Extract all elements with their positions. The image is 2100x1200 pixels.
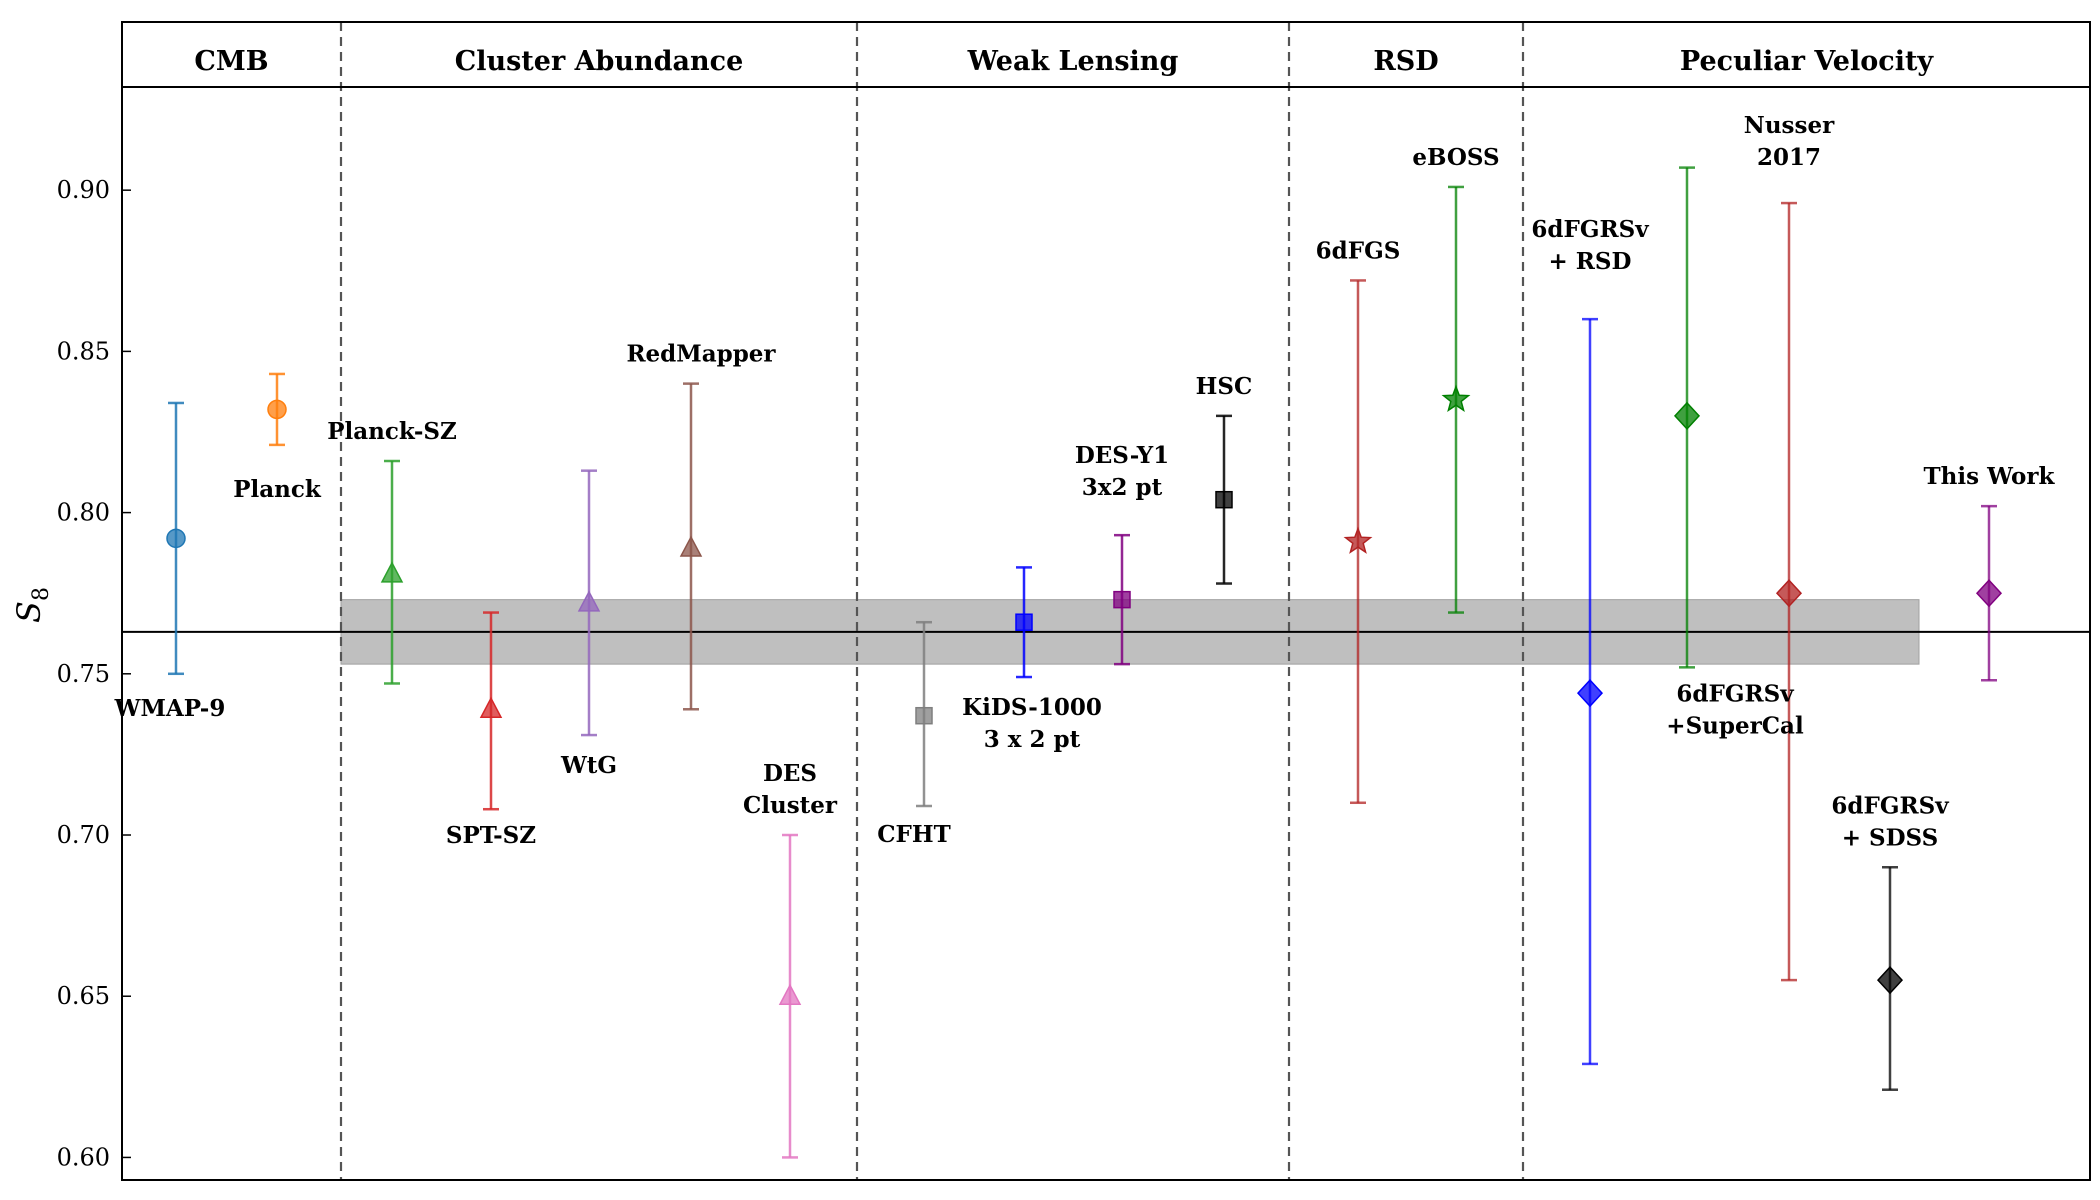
y-tick-label: 0.60: [57, 1143, 110, 1171]
point-label: RedMapper: [626, 341, 776, 368]
section-label: RSD: [1373, 46, 1438, 77]
data-point: [380, 459, 404, 685]
data-point: [267, 372, 287, 447]
point-label: HSC: [1196, 373, 1253, 400]
point-label: 3 x 2 pt: [984, 726, 1081, 753]
section-label: Cluster Abundance: [455, 46, 744, 77]
data-point: [166, 401, 186, 676]
y-tick-label: 0.75: [57, 660, 110, 688]
data-point: [1343, 279, 1373, 805]
point-labels-layer: WMAP-9 Planck Planck-SZ SPT-SZ WtG RedMapper D…: [114, 112, 2056, 851]
point-label: 6dFGRSv: [1676, 680, 1794, 707]
point-marker: [1015, 613, 1033, 631]
reference-band-layer: [122, 599, 2090, 665]
point-marker: [915, 706, 933, 725]
point-label: DES-Y1: [1075, 442, 1169, 469]
y-tick-label: 0.85: [57, 337, 110, 365]
point-label: Planck: [233, 476, 322, 503]
data-point: [915, 620, 933, 808]
point-label: 6dFGRSv: [1531, 216, 1649, 243]
data-point: [479, 611, 503, 811]
point-marker: [1343, 526, 1373, 554]
point-label: DES: [763, 760, 817, 787]
data-point: [1876, 866, 1904, 1091]
point-label: Planck-SZ: [327, 418, 457, 445]
point-label: Cluster: [743, 792, 838, 819]
point-marker: [267, 399, 287, 420]
point-label: 3x2 pt: [1082, 474, 1163, 501]
point-label: 6dFGRSv: [1831, 792, 1949, 819]
data-point: [577, 469, 601, 737]
data-point: [1673, 166, 1701, 669]
data-point: [679, 382, 703, 711]
point-marker: [1441, 384, 1471, 413]
point-label: + SDSS: [1842, 824, 1939, 851]
data-point: [1113, 533, 1131, 666]
y-axis-label-main: S: [10, 601, 48, 623]
point-label: This Work: [1924, 463, 2056, 490]
point-marker: [479, 696, 503, 719]
point-label: + RSD: [1549, 248, 1632, 275]
point-marker: [166, 528, 186, 549]
y-tick-label: 0.90: [57, 176, 110, 204]
point-marker: [1576, 679, 1604, 708]
y-tick-label: 0.80: [57, 499, 110, 527]
y-tick-label: 0.70: [57, 821, 110, 849]
point-label: Nusser: [1744, 112, 1835, 139]
point-marker: [1876, 965, 1904, 995]
data-point: [1576, 317, 1604, 1066]
data-point: [778, 833, 802, 1159]
point-marker: [778, 983, 802, 1005]
data-point: [1975, 504, 2003, 682]
section-label: CMB: [194, 46, 268, 77]
point-label: eBOSS: [1412, 144, 1499, 171]
data-point: [1775, 201, 1803, 982]
y-tick-label: 0.65: [57, 982, 110, 1010]
y-axis-label: S8: [10, 587, 54, 623]
point-marker: [1673, 401, 1701, 430]
point-marker: [577, 590, 601, 612]
section-label: Peculiar Velocity: [1680, 46, 1935, 77]
plot-frame: [121, 21, 2091, 1181]
data-point: [1015, 566, 1033, 679]
point-marker: [1215, 490, 1233, 509]
section-label: Weak Lensing: [967, 46, 1179, 77]
point-label: WtG: [560, 752, 617, 779]
point-label: 2017: [1757, 144, 1821, 171]
section-dividers: [339, 22, 1525, 1180]
point-label: 6dFGS: [1316, 237, 1401, 264]
axes-layer: CMB Cluster Abundance Weak Lensing RSD Pecul…: [57, 21, 2091, 1181]
point-label: SPT-SZ: [446, 822, 536, 849]
point-marker: [1975, 579, 2003, 608]
data-point: [1215, 414, 1233, 585]
point-label: +SuperCal: [1666, 712, 1804, 739]
point-marker: [380, 561, 404, 583]
data-points-layer: [166, 166, 2003, 1159]
point-marker: [1113, 590, 1131, 609]
y-axis-label-subscript: 8: [29, 587, 54, 601]
data-point: [1441, 185, 1471, 614]
point-label: KiDS-1000: [962, 694, 1102, 721]
point-marker: [1775, 579, 1803, 608]
point-label: CFHT: [877, 821, 950, 848]
point-label: WMAP-9: [114, 695, 226, 722]
point-marker: [679, 535, 703, 557]
